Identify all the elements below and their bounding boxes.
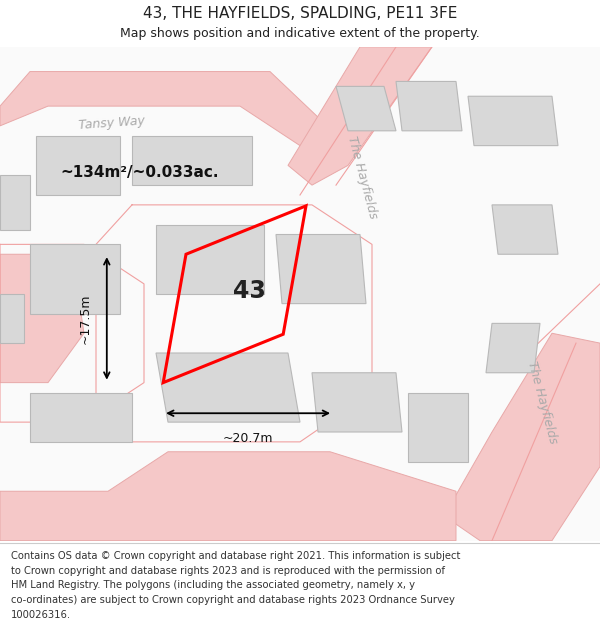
Text: ~20.7m: ~20.7m [223, 432, 274, 445]
Polygon shape [132, 136, 252, 185]
Polygon shape [156, 224, 264, 294]
Text: HM Land Registry. The polygons (including the associated geometry, namely x, y: HM Land Registry. The polygons (includin… [11, 580, 415, 590]
Polygon shape [312, 372, 402, 432]
Text: ~17.5m: ~17.5m [79, 293, 92, 344]
Text: co-ordinates) are subject to Crown copyright and database rights 2023 Ordnance S: co-ordinates) are subject to Crown copyr… [11, 595, 455, 605]
Polygon shape [396, 81, 462, 131]
Polygon shape [36, 136, 120, 195]
Polygon shape [492, 205, 558, 254]
Text: Tansy Way: Tansy Way [78, 114, 145, 132]
Polygon shape [468, 96, 558, 146]
Polygon shape [156, 353, 300, 422]
Polygon shape [30, 244, 120, 314]
Polygon shape [336, 86, 396, 131]
Polygon shape [0, 294, 24, 343]
Text: Map shows position and indicative extent of the property.: Map shows position and indicative extent… [120, 28, 480, 40]
Polygon shape [486, 323, 540, 372]
Text: 100026316.: 100026316. [11, 610, 71, 620]
Polygon shape [288, 47, 432, 185]
Text: Contains OS data © Crown copyright and database right 2021. This information is : Contains OS data © Crown copyright and d… [11, 551, 460, 561]
Polygon shape [0, 175, 30, 229]
Polygon shape [0, 452, 456, 541]
Text: 43, THE HAYFIELDS, SPALDING, PE11 3FE: 43, THE HAYFIELDS, SPALDING, PE11 3FE [143, 6, 457, 21]
Polygon shape [0, 71, 348, 166]
Polygon shape [408, 392, 468, 462]
Polygon shape [0, 254, 84, 382]
Polygon shape [276, 234, 366, 304]
Text: ~134m²/~0.033ac.: ~134m²/~0.033ac. [60, 165, 218, 180]
Text: The Hayfields: The Hayfields [345, 135, 380, 221]
Polygon shape [444, 333, 600, 541]
Text: to Crown copyright and database rights 2023 and is reproduced with the permissio: to Crown copyright and database rights 2… [11, 566, 445, 576]
Text: 43: 43 [233, 279, 265, 303]
Polygon shape [30, 392, 132, 442]
Text: The Hayfields: The Hayfields [525, 359, 560, 445]
